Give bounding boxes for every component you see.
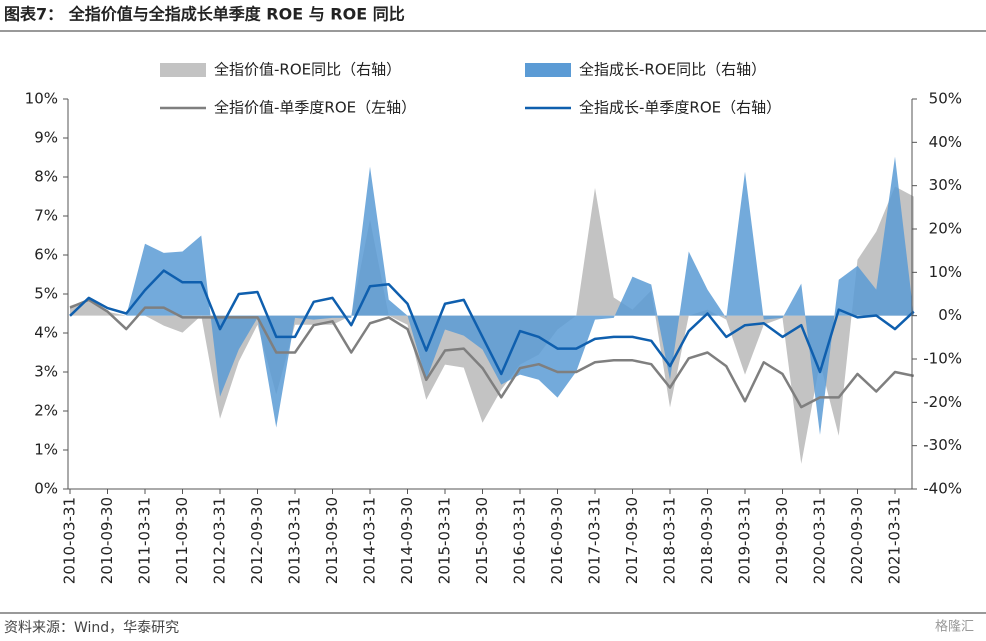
x-tick-label: 2011-03-31	[136, 497, 154, 584]
watermark: 格隆汇	[935, 619, 974, 635]
x-tick-label: 2010-09-30	[98, 497, 116, 584]
x-tick-label: 2016-03-31	[511, 497, 529, 584]
y2-tick-label: 0%	[938, 306, 962, 324]
y-tick-label: 4%	[34, 324, 58, 342]
x-tick-label: 2019-09-30	[773, 497, 791, 584]
legend-swatch	[160, 63, 206, 77]
y2-tick-label: 40%	[929, 133, 962, 151]
legend-label: 全指价值-ROE同比（右轴）	[214, 61, 401, 79]
y2-tick-label: -30%	[923, 436, 962, 454]
x-tick-label: 2018-09-30	[698, 497, 716, 584]
y-tick-label: 9%	[34, 129, 58, 147]
legend-label: 全指成长-ROE同比（右轴）	[579, 61, 766, 79]
y2-tick-label: -20%	[923, 393, 962, 411]
x-tick-label: 2021-03-31	[886, 497, 904, 584]
x-tick-label: 2012-03-31	[211, 497, 229, 584]
x-tick-label: 2013-03-31	[286, 497, 304, 584]
y2-tick-label: 50%	[929, 90, 962, 108]
x-tick-label: 2018-03-31	[661, 497, 679, 584]
y-tick-label: 7%	[34, 207, 58, 225]
x-tick-label: 2015-03-31	[436, 497, 454, 584]
line	[69, 269, 915, 376]
x-tick-label: 2010-03-31	[61, 497, 79, 584]
x-tick-label: 2016-09-30	[548, 497, 566, 584]
y2-tick-label: 20%	[929, 220, 962, 238]
y2-tick-label: -10%	[923, 350, 962, 368]
y-tick-label: 3%	[34, 363, 58, 381]
x-tick-label: 2013-09-30	[323, 497, 341, 584]
line	[69, 298, 915, 409]
y-tick-label: 6%	[34, 246, 58, 264]
area	[70, 156, 914, 435]
legend-label: 全指成长-单季度ROE（右轴）	[579, 99, 781, 117]
x-tick-label: 2017-09-30	[623, 497, 641, 584]
y-tick-label: 5%	[34, 285, 58, 303]
legend-swatch	[525, 63, 571, 77]
y2-tick-label: 10%	[929, 263, 962, 281]
legend-label: 全指价值-单季度ROE（左轴）	[214, 99, 416, 117]
x-tick-label: 2015-09-30	[473, 497, 491, 584]
x-tick-label: 2011-09-30	[173, 497, 191, 584]
x-tick-label: 2014-09-30	[398, 497, 416, 584]
x-tick-label: 2020-09-30	[848, 497, 866, 584]
x-tick-label: 2014-03-31	[361, 497, 379, 584]
x-tick-label: 2020-03-31	[811, 497, 829, 584]
x-tick-label: 2012-09-30	[248, 497, 266, 584]
y2-tick-label: -40%	[923, 480, 962, 498]
y-tick-label: 10%	[25, 90, 58, 108]
y-tick-label: 0%	[34, 480, 58, 498]
y2-tick-label: 30%	[929, 176, 962, 194]
y-tick-label: 1%	[34, 441, 58, 459]
y-tick-label: 2%	[34, 402, 58, 420]
source: 资料来源：Wind，华泰研究	[4, 620, 179, 636]
chart-title: 图表7： 全指价值与全指成长单季度 ROE 与 ROE 同比	[4, 5, 405, 24]
x-tick-label: 2017-03-31	[586, 497, 604, 584]
x-tick-label: 2019-03-31	[736, 497, 754, 584]
y-tick-label: 8%	[34, 168, 58, 186]
